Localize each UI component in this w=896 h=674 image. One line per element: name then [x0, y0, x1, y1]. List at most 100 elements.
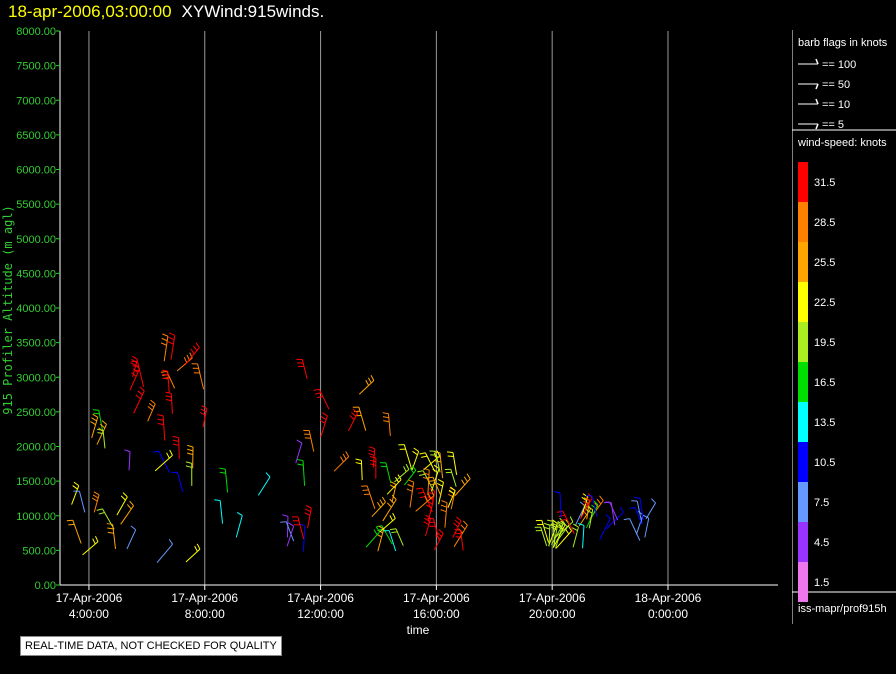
barb-flag [407, 479, 414, 483]
barb-flag [282, 514, 289, 517]
wind-barb [631, 500, 643, 524]
y-tick-label: 4500.00 [16, 268, 56, 280]
barb-flag [629, 507, 636, 509]
wind-barb [165, 391, 173, 414]
wind-barb [403, 465, 417, 486]
wind-barb [361, 485, 376, 509]
timestamp: 18-apr-2006,03:00:00 [8, 2, 172, 21]
wind-barb [358, 374, 375, 395]
wind-barb [120, 500, 134, 525]
barb-staff [450, 469, 457, 487]
barb-flag [319, 419, 326, 424]
y-tick-label: 2000.00 [16, 442, 56, 454]
barb-flag [377, 502, 382, 508]
barb-staff [102, 430, 106, 449]
barb-flag [386, 502, 392, 508]
barb-legend-label: == 100 [822, 59, 856, 71]
barb-legend-label: == 5 [822, 119, 844, 131]
barb-legend-title: barb flags in knots [798, 37, 888, 49]
y-tick-label: 6500.00 [16, 130, 56, 142]
barb-flag [187, 444, 194, 448]
barb-staff [320, 415, 328, 437]
barb-flag [428, 480, 435, 482]
barb-flag [304, 512, 311, 516]
barb-staff [387, 413, 391, 436]
barb-staff [599, 518, 611, 540]
wind-barb [578, 522, 585, 549]
barb-flag [422, 476, 429, 480]
speed-swatch [798, 442, 808, 482]
wind-barb [365, 526, 381, 548]
barb-flag [466, 473, 471, 479]
wind-barb [129, 364, 141, 391]
wind-barb [161, 369, 170, 394]
wind-barb [371, 496, 386, 518]
barb-flag [440, 504, 447, 508]
barb-flag [265, 472, 271, 478]
barb-flag [619, 506, 624, 513]
barb-flag [305, 508, 311, 513]
barb-flag [585, 496, 591, 502]
barb-flag [460, 524, 466, 530]
barb-flag [593, 500, 599, 506]
barb-flag [72, 485, 78, 490]
barb-flag [214, 499, 221, 502]
wind-barb [427, 518, 440, 540]
x-tick-time: 8:00:00 [185, 607, 225, 621]
wind-barb [295, 439, 303, 464]
barb-flag [370, 374, 375, 381]
wind-barb [623, 518, 641, 541]
wind-barb [580, 493, 589, 518]
wind-barb [379, 462, 392, 484]
barb-staff [162, 415, 166, 441]
barb-staff [147, 403, 156, 422]
barb-flag [157, 423, 164, 426]
legend-panel: barb flags in knots == 100 == 50 == 10 == 5… [792, 30, 896, 624]
barb-flag [187, 448, 194, 452]
barb-flag [378, 525, 384, 530]
barb-flag [92, 413, 99, 418]
barb-staff [128, 451, 131, 471]
barb-staff [98, 410, 103, 430]
barb-flag [365, 379, 370, 386]
barb-flag [429, 483, 436, 486]
quality-notice: REAL-TIME DATA, NOT CHECKED FOR QUALITY [20, 636, 282, 656]
barb-staff [133, 390, 145, 414]
barb-flag [135, 394, 141, 400]
barb-flag [134, 364, 140, 370]
barb-flag [369, 463, 376, 466]
barb-flag [383, 420, 390, 423]
barb-staff [82, 541, 99, 556]
barb-flag [168, 538, 174, 545]
barb-staff [170, 393, 173, 414]
wind-barb [184, 342, 200, 366]
barb-flag [96, 508, 103, 511]
x-tick-time: 12:00:00 [297, 607, 344, 621]
barb-flag [433, 451, 441, 454]
barb-flag [349, 415, 355, 420]
source-label: iss-mapr/prof915h [798, 603, 887, 615]
barb-flag [381, 496, 386, 503]
speed-label: 13.5 [814, 417, 835, 429]
barb-flag [162, 333, 169, 337]
barb-flag [427, 495, 434, 500]
wind-barb [286, 522, 295, 547]
barb-flag [594, 502, 599, 508]
barb-flag [411, 465, 417, 471]
barb-flag [453, 522, 459, 528]
barb-flag [390, 528, 397, 531]
barb-flag [447, 455, 454, 458]
barb-staff [635, 514, 644, 535]
barb-flag [556, 510, 563, 513]
barb-flag [132, 355, 138, 360]
y-tick-label: 5000.00 [16, 234, 56, 246]
barb-flag [583, 500, 589, 506]
barb-flag [437, 483, 443, 487]
barb-flag [379, 499, 384, 506]
barb-flag [368, 446, 375, 450]
wind-barb [106, 523, 117, 549]
barb-flag [462, 520, 468, 526]
x-tick-time: 4:00:00 [69, 607, 109, 621]
barb-staff [71, 485, 80, 505]
speed-swatch [798, 162, 808, 202]
